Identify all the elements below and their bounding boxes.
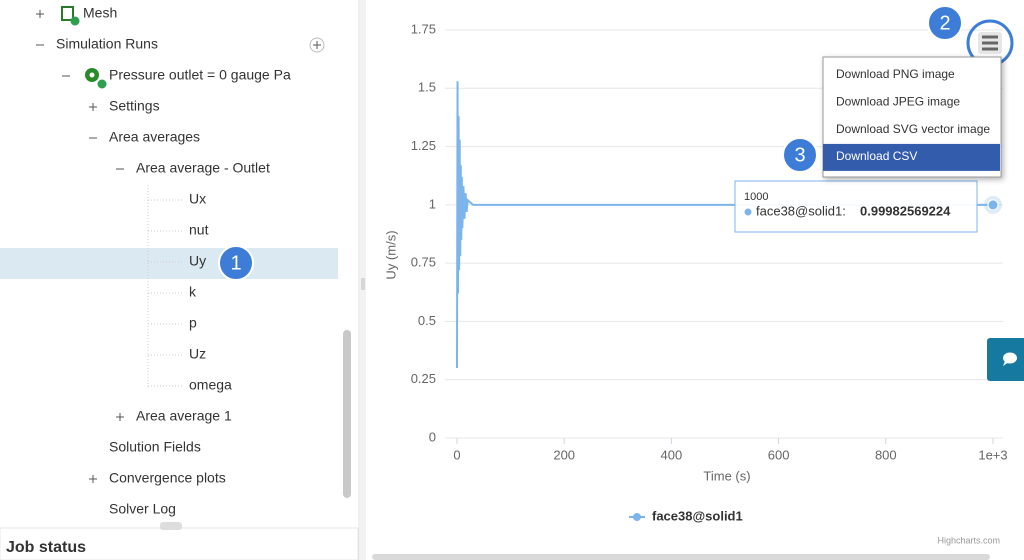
x-tick-label: 0 [453, 447, 460, 462]
tooltip [734, 180, 978, 233]
tree-item[interactable]: Convergence plots [109, 470, 226, 486]
menu-item-hover [823, 143, 1000, 171]
add-button[interactable] [309, 37, 325, 53]
tree-item[interactable]: nut [189, 222, 209, 238]
y-tick-label: 1 [429, 196, 436, 211]
menu-item[interactable]: Download SVG vector image [836, 122, 990, 136]
menu-button[interactable] [978, 32, 1002, 54]
scrollbar[interactable] [343, 330, 351, 498]
menu-item[interactable]: Download PNG image [836, 67, 955, 81]
menu-item[interactable]: Download CSV [836, 149, 917, 163]
panel-title: Job status [6, 539, 86, 556]
h-scrollbar[interactable] [372, 554, 990, 560]
chat-button[interactable] [987, 338, 1024, 381]
tree-toggle[interactable] [89, 103, 97, 111]
job-panel [0, 527, 359, 560]
y-tick-label: 0.5 [418, 313, 436, 328]
x-tick-label: 1e+3 [978, 447, 1007, 462]
legend-label[interactable]: face38@solid1 [652, 508, 743, 523]
callout-number: 1 [230, 252, 241, 274]
panel-handle[interactable] [160, 522, 182, 530]
menu-bar [982, 35, 998, 39]
tooltip-header: 1000 [744, 191, 768, 203]
tooltip-dot [744, 208, 752, 216]
tree: Mesh Simulation Runs Pressure outlet = 0 g… [36, 5, 291, 517]
x-tick-label: 400 [661, 447, 683, 462]
x-tick-label: 800 [875, 447, 897, 462]
menu-bar [982, 41, 998, 45]
tree-item[interactable]: Solution Fields [109, 439, 201, 455]
tree-item[interactable]: k [189, 284, 197, 300]
tree-item[interactable]: Area averages [109, 129, 200, 145]
x-tick-label: 600 [768, 447, 790, 462]
callout-number: 2 [939, 12, 950, 34]
x-axis-title: Time (s) [703, 468, 750, 483]
menu-item[interactable]: Download JPEG image [836, 94, 960, 108]
tree-item[interactable]: Solver Log [109, 501, 176, 517]
y-axis-title: Uy (m/s) [383, 230, 398, 279]
callout-badge [927, 5, 963, 41]
tree-toggle[interactable] [116, 413, 124, 421]
splitter[interactable] [360, 0, 366, 560]
tree-item[interactable]: Area average 1 [136, 408, 232, 424]
tree-toggle[interactable] [36, 10, 44, 18]
legend-dot [633, 513, 641, 521]
tooltip-label: face38@solid1: [756, 203, 846, 218]
tree-item[interactable]: Area average - Outlet [136, 160, 270, 176]
tree-item[interactable]: Uz [189, 346, 206, 362]
tree-item[interactable]: Ux [189, 191, 206, 207]
tree-toggle[interactable] [89, 475, 97, 483]
credit: Highcharts.com [937, 535, 1000, 545]
callout-badge [218, 245, 254, 281]
chart: 0 0.25 0.5 0.75 1 1.25 1.5 1.75 0 200 400 600 800 1e+… [383, 19, 1014, 545]
callout-badge [782, 137, 818, 173]
y-tick-label: 1.25 [411, 138, 436, 153]
tree-item[interactable]: omega [189, 377, 232, 393]
selected-row [0, 248, 338, 279]
y-tick-label: 0 [429, 429, 436, 444]
tooltip-value: 0.99982569224 [860, 203, 951, 218]
x-tick-label: 200 [553, 447, 575, 462]
run-icon [85, 68, 107, 89]
y-tick-label: 0.75 [411, 255, 436, 270]
tree-item[interactable]: Uy [189, 253, 206, 269]
hover-point [987, 199, 999, 211]
tree-item[interactable]: p [189, 315, 197, 331]
menu-bar [982, 47, 998, 51]
tree-item[interactable]: Simulation Runs [56, 36, 158, 52]
y-tick-label: 1.75 [411, 21, 436, 36]
callout-number: 3 [794, 144, 805, 166]
y-tick-label: 0.25 [411, 371, 436, 386]
tree-item[interactable]: Pressure outlet = 0 gauge Pa [109, 67, 291, 83]
tree-item[interactable]: Mesh [83, 5, 117, 21]
y-tick-label: 1.5 [418, 80, 436, 95]
mesh-icon [61, 6, 80, 26]
tree-item[interactable]: Settings [109, 98, 160, 114]
